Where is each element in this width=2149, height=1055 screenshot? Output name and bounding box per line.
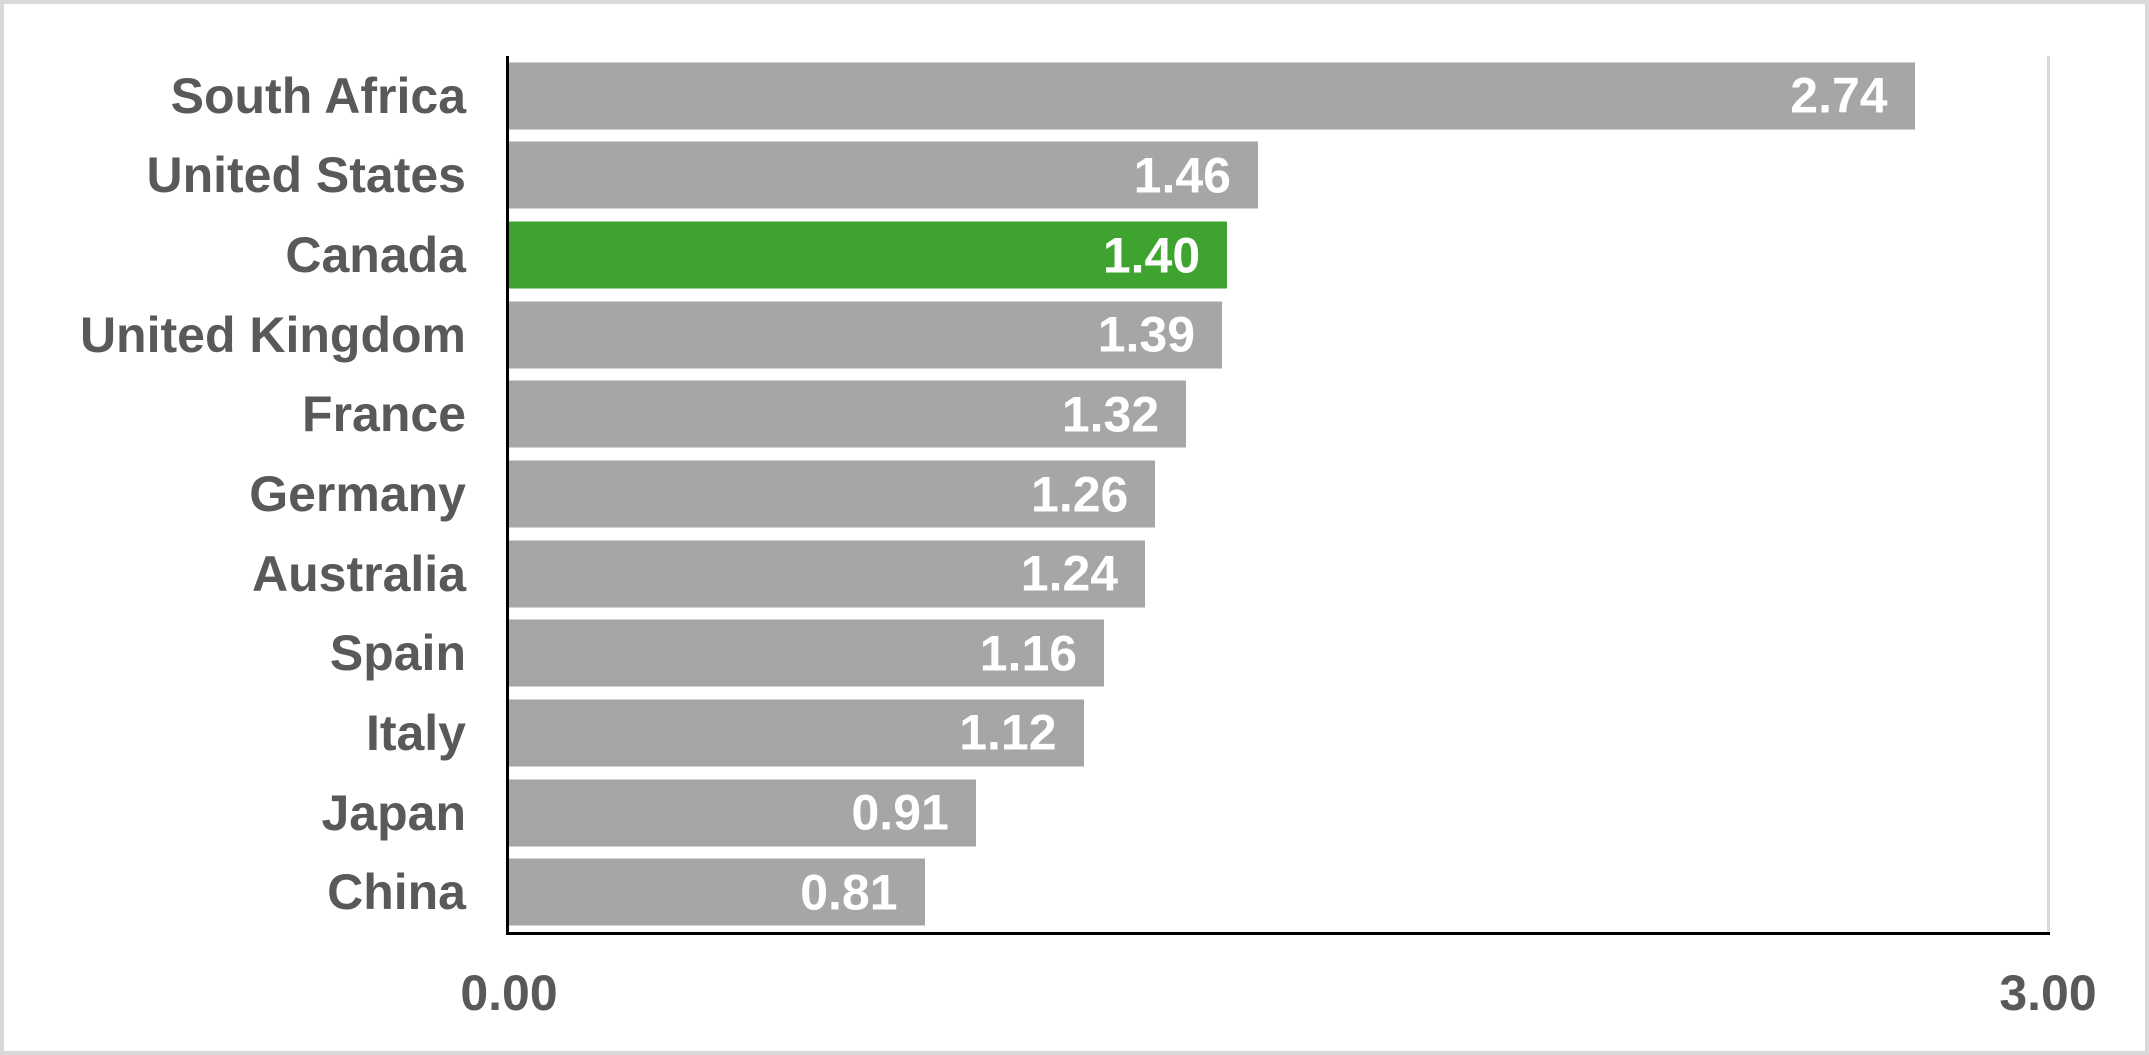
bar-canada: 1.40 xyxy=(509,221,1228,289)
bar-value-label-united-kingdom: 1.39 xyxy=(1097,306,1196,363)
bar-spain: 1.16 xyxy=(509,619,1105,687)
chart-row-germany: Germany 1.26 xyxy=(249,454,2048,534)
x-tick-max: 3.00 xyxy=(1999,965,2097,1021)
bar-rows: South Africa 2.74 United States 1.46 Can… xyxy=(80,56,2048,932)
bar-value-label-italy: 1.12 xyxy=(959,704,1057,761)
bar-china: 0.81 xyxy=(509,858,925,926)
category-label-united-kingdom: United Kingdom xyxy=(79,306,466,363)
bar-australia: 1.24 xyxy=(509,540,1146,608)
bar-value-label-japan: 0.91 xyxy=(851,784,949,841)
category-label-united-states: United States xyxy=(146,147,466,204)
bar-united-kingdom: 1.39 xyxy=(509,301,1223,369)
chart-row-united-kingdom: United Kingdom 1.39 xyxy=(80,295,2048,375)
bar-value-label-china: 0.81 xyxy=(800,864,898,921)
bar-italy: 1.12 xyxy=(509,699,1084,767)
chart-row-spain: Spain 1.16 xyxy=(330,613,2048,693)
bar-value-label-germany: 1.26 xyxy=(1031,466,1129,523)
bar-united-states: 1.46 xyxy=(509,141,1258,209)
chart-row-canada: Canada 1.40 xyxy=(285,215,2048,295)
y-axis-line xyxy=(506,56,509,935)
plot-area: South Africa 2.74 United States 1.46 Can… xyxy=(80,56,2050,935)
category-label-china: China xyxy=(327,864,466,921)
chart-row-japan: Japan 0.91 xyxy=(321,773,2048,853)
category-label-spain: Spain xyxy=(329,625,466,682)
category-label-japan: Japan xyxy=(321,784,466,841)
bar-japan: 0.91 xyxy=(509,779,976,847)
category-label-germany: Germany xyxy=(249,466,466,523)
chart-row-china: China 0.81 xyxy=(327,852,2048,932)
chart-row-south-africa: South Africa 2.74 xyxy=(171,56,2048,136)
bar-value-label-france: 1.32 xyxy=(1061,386,1160,443)
chart-row-italy: Italy 1.12 xyxy=(366,693,2048,773)
bar-value-label-united-states: 1.46 xyxy=(1133,147,1231,204)
category-label-france: France xyxy=(302,386,466,443)
bar-value-label-south-africa: 2.74 xyxy=(1790,67,1888,124)
chart-row-united-states: United States 1.46 xyxy=(146,136,2048,216)
x-tick-min: 0.00 xyxy=(460,965,558,1021)
bar-france: 1.32 xyxy=(509,380,1187,448)
category-label-italy: Italy xyxy=(365,704,466,761)
bar-south-africa: 2.74 xyxy=(509,62,1915,130)
category-label-south-africa: South Africa xyxy=(170,67,466,124)
chart-row-australia: Australia 1.24 xyxy=(252,534,2048,614)
x-axis-line xyxy=(506,932,2050,935)
category-label-australia: Australia xyxy=(252,545,466,602)
bar-value-label-spain: 1.16 xyxy=(979,625,1078,682)
bar-value-label-canada: 1.40 xyxy=(1102,227,1201,284)
gridline-x-3 xyxy=(2047,56,2050,932)
bar-germany: 1.26 xyxy=(509,460,1156,528)
bar-value-label-australia: 1.24 xyxy=(1020,545,1119,602)
category-label-canada: Canada xyxy=(285,227,466,284)
chart-row-france: France 1.32 xyxy=(302,375,2048,455)
